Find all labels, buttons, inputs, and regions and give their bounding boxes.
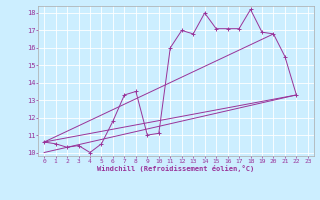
X-axis label: Windchill (Refroidissement éolien,°C): Windchill (Refroidissement éolien,°C) xyxy=(97,165,255,172)
